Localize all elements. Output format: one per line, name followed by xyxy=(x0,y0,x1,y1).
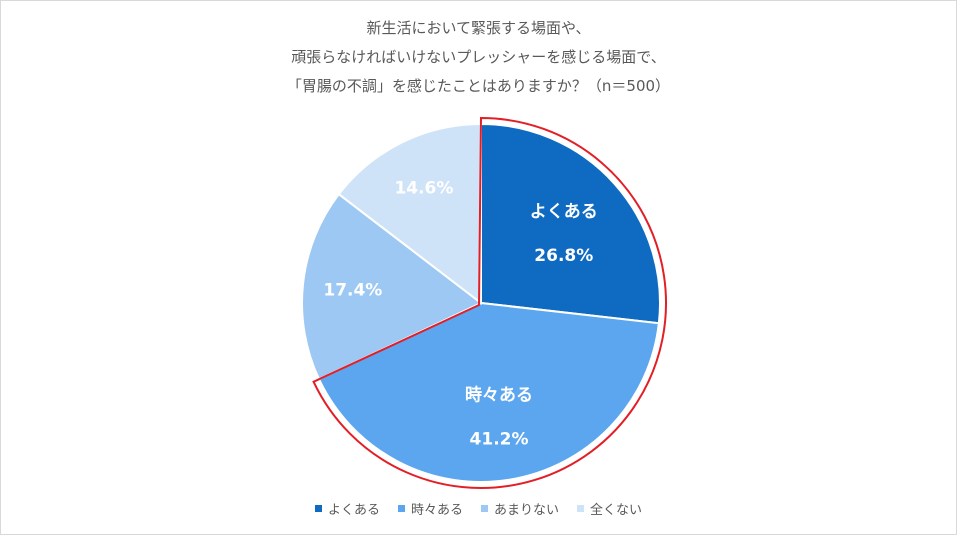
highlight-outline xyxy=(312,116,667,489)
legend-swatch-4 xyxy=(577,505,585,512)
slice-name-label-1: よくある xyxy=(530,202,598,222)
chart-title: 新生活において緊張する場面や、 頑張らなければいけないプレッシャーを感じる場面で… xyxy=(0,14,957,101)
legend-item-1: よくある xyxy=(314,499,380,518)
legend-item-2: 時々ある xyxy=(397,499,463,518)
slice-value-label-2: 41.2% xyxy=(470,430,529,450)
chart-title-line-3: 「胃腸の不調」を感じたことはありますか？（n＝500） xyxy=(286,77,671,95)
legend-item-3: あまりない xyxy=(481,499,559,518)
pie-slice-1 xyxy=(480,122,661,325)
legend-swatch-2 xyxy=(397,505,405,512)
pie-slice-3 xyxy=(301,192,483,381)
slice-name-label-2: 時々ある xyxy=(465,385,533,406)
legend-label-3: あまりない xyxy=(494,503,560,518)
pie-slice-2 xyxy=(317,301,660,483)
legend-swatch-3 xyxy=(481,505,488,512)
legend-swatch-1 xyxy=(314,505,322,512)
legend-label-2: 時々ある xyxy=(410,503,463,518)
slice-value-label-3: 17.4% xyxy=(323,280,382,300)
legend-label-4: 全くない xyxy=(590,503,643,518)
pie-slice-4 xyxy=(337,122,482,306)
chart-title-line-1: 新生活において緊張する場面や、 xyxy=(366,19,591,37)
legend-item-4: 全くない xyxy=(577,499,642,518)
legend: よくある 時々ある あまりない 全くない xyxy=(0,499,957,518)
legend-label-1: よくある xyxy=(327,503,380,518)
slice-value-label-4: 14.6% xyxy=(394,178,453,198)
chart-title-line-2: 頑張らなければいけないプレッシャーを感じる場面で、 xyxy=(291,48,666,66)
slice-value-label-1: 26.8% xyxy=(534,246,593,266)
